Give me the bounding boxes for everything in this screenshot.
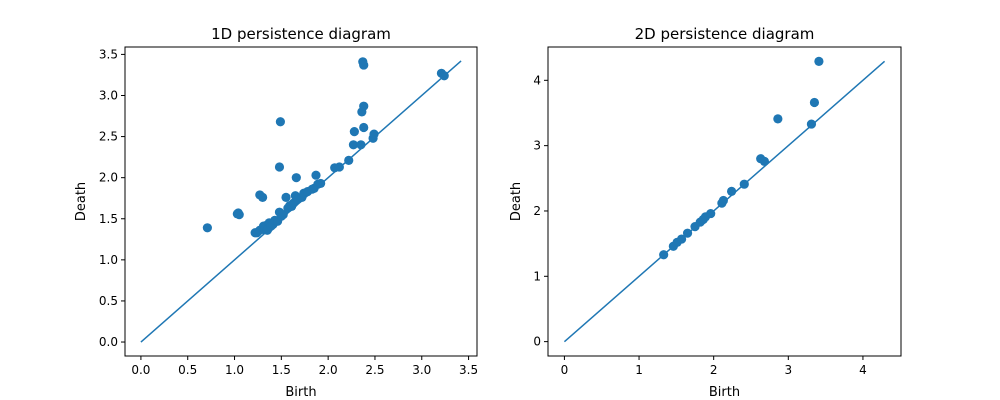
data-point [274, 162, 285, 172]
x-tick-label: 2.5 [365, 363, 384, 377]
data-point [726, 186, 737, 196]
y-axis-label: Death [74, 182, 89, 221]
x-tick-label: 3.0 [412, 363, 431, 377]
data-point [718, 195, 728, 206]
data-point [359, 101, 369, 111]
data-point [809, 97, 820, 108]
data-point [291, 173, 301, 183]
data-point [439, 71, 449, 81]
plot-2d-persistence: 2D persistence diagram 0 1 2 3 4 0 1 2 3 4 Birth Dea… [509, 25, 902, 400]
y-tick-label: 2.5 [99, 130, 118, 144]
y-tick-label: 2 [533, 204, 541, 218]
y-tick-label: 1 [533, 269, 541, 283]
data-point [234, 210, 244, 220]
data-point [258, 192, 268, 202]
data-point [759, 156, 770, 166]
x-tick-label: 3 [784, 363, 792, 377]
data-point [349, 127, 359, 137]
data-point [281, 192, 291, 202]
data-point [356, 140, 366, 150]
data-point [359, 60, 369, 70]
x-tick-label: 2 [710, 363, 718, 377]
y-axis-label: Death [509, 182, 524, 221]
y-tick-label: 3 [533, 139, 541, 153]
chart-title: 1D persistence diagram [211, 25, 391, 43]
data-point [348, 140, 359, 150]
x-axis-label: Birth [285, 385, 316, 400]
x-axis-label: Birth [709, 385, 740, 400]
data-point [334, 162, 344, 172]
x-tick-label: 2.0 [319, 363, 338, 377]
y-tick-label: 1.5 [99, 212, 118, 226]
plot-1d-persistence: 1D persistence diagram 0.0 0.5 1.0 1.5 2.0 2.5… [74, 25, 478, 400]
data-point [359, 122, 369, 133]
x-tick-label: 0.5 [178, 363, 197, 377]
y-tick-label: 0 [533, 335, 541, 349]
y-tick-label: 4 [533, 73, 541, 87]
y-tick-label: 0.0 [99, 335, 118, 349]
data-point [814, 56, 824, 66]
plot-frame [124, 46, 478, 357]
data-point [275, 117, 286, 127]
data-point [659, 250, 669, 260]
data-point [773, 114, 783, 124]
plot-frame [547, 46, 902, 357]
x-tick-label: 1.0 [225, 363, 244, 377]
data-point [676, 234, 687, 244]
y-tick-label: 1.0 [99, 253, 118, 267]
x-tick-label: 1.5 [272, 363, 291, 377]
y-tick-label: 3.5 [99, 47, 118, 61]
data-point [806, 119, 817, 129]
x-tick-label: 1 [635, 363, 643, 377]
x-tick-label: 0 [561, 363, 569, 377]
y-tick-label: 0.5 [99, 294, 118, 308]
data-point [316, 178, 326, 189]
data-point [706, 208, 716, 219]
x-tick-label: 4 [859, 363, 867, 377]
x-tick-label: 0.0 [131, 363, 150, 377]
chart-title: 2D persistence diagram [635, 25, 815, 43]
data-point [369, 129, 379, 139]
x-tick-label: 3.5 [459, 363, 478, 377]
data-point [682, 228, 693, 238]
data-point [202, 223, 212, 233]
y-tick-label: 3.0 [99, 88, 118, 102]
data-point [278, 210, 288, 220]
data-point [344, 155, 354, 166]
data-point [739, 179, 749, 189]
y-tick-label: 2.0 [99, 171, 118, 185]
data-point [311, 170, 321, 180]
